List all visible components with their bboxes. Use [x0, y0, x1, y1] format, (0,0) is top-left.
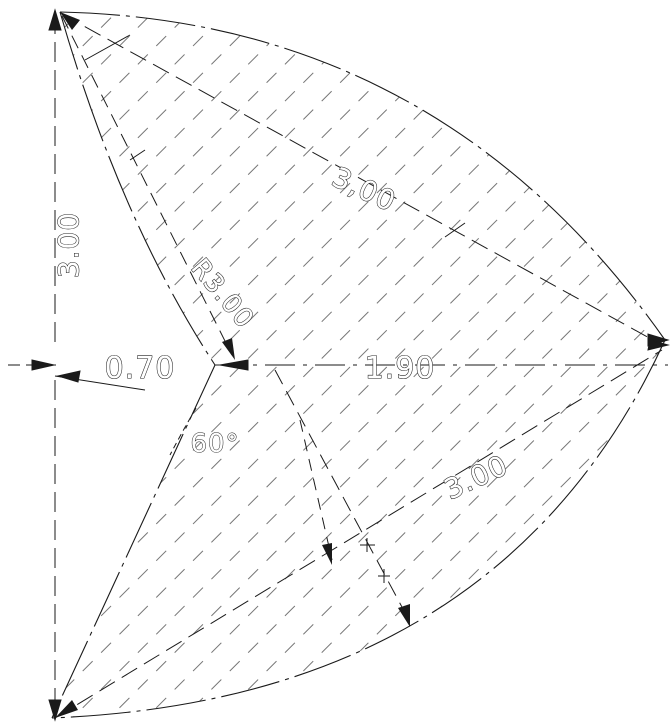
width-dimension	[215, 333, 670, 371]
width-label: 1.90	[365, 351, 436, 386]
offset-label: 0.70	[105, 351, 176, 386]
radius-leader	[61, 15, 235, 360]
top-arc-edge	[59, 11, 666, 341]
inner-arc-edge	[59, 11, 216, 366]
offset-dimension	[8, 359, 146, 391]
left-height-label: 3.00	[52, 212, 85, 278]
angle-marker	[169, 407, 197, 456]
shape-outline	[51, 11, 666, 719]
bottom-arc-edge	[51, 339, 666, 719]
bottom-arc-leader	[54, 349, 663, 719]
top-arc-leader	[60, 12, 663, 346]
left-dimension-line	[48, 8, 62, 722]
arrow-bottom	[48, 699, 62, 722]
angle-label: 60°	[190, 429, 239, 459]
lower-straight-edge	[51, 364, 216, 719]
arrow-top	[48, 8, 62, 31]
